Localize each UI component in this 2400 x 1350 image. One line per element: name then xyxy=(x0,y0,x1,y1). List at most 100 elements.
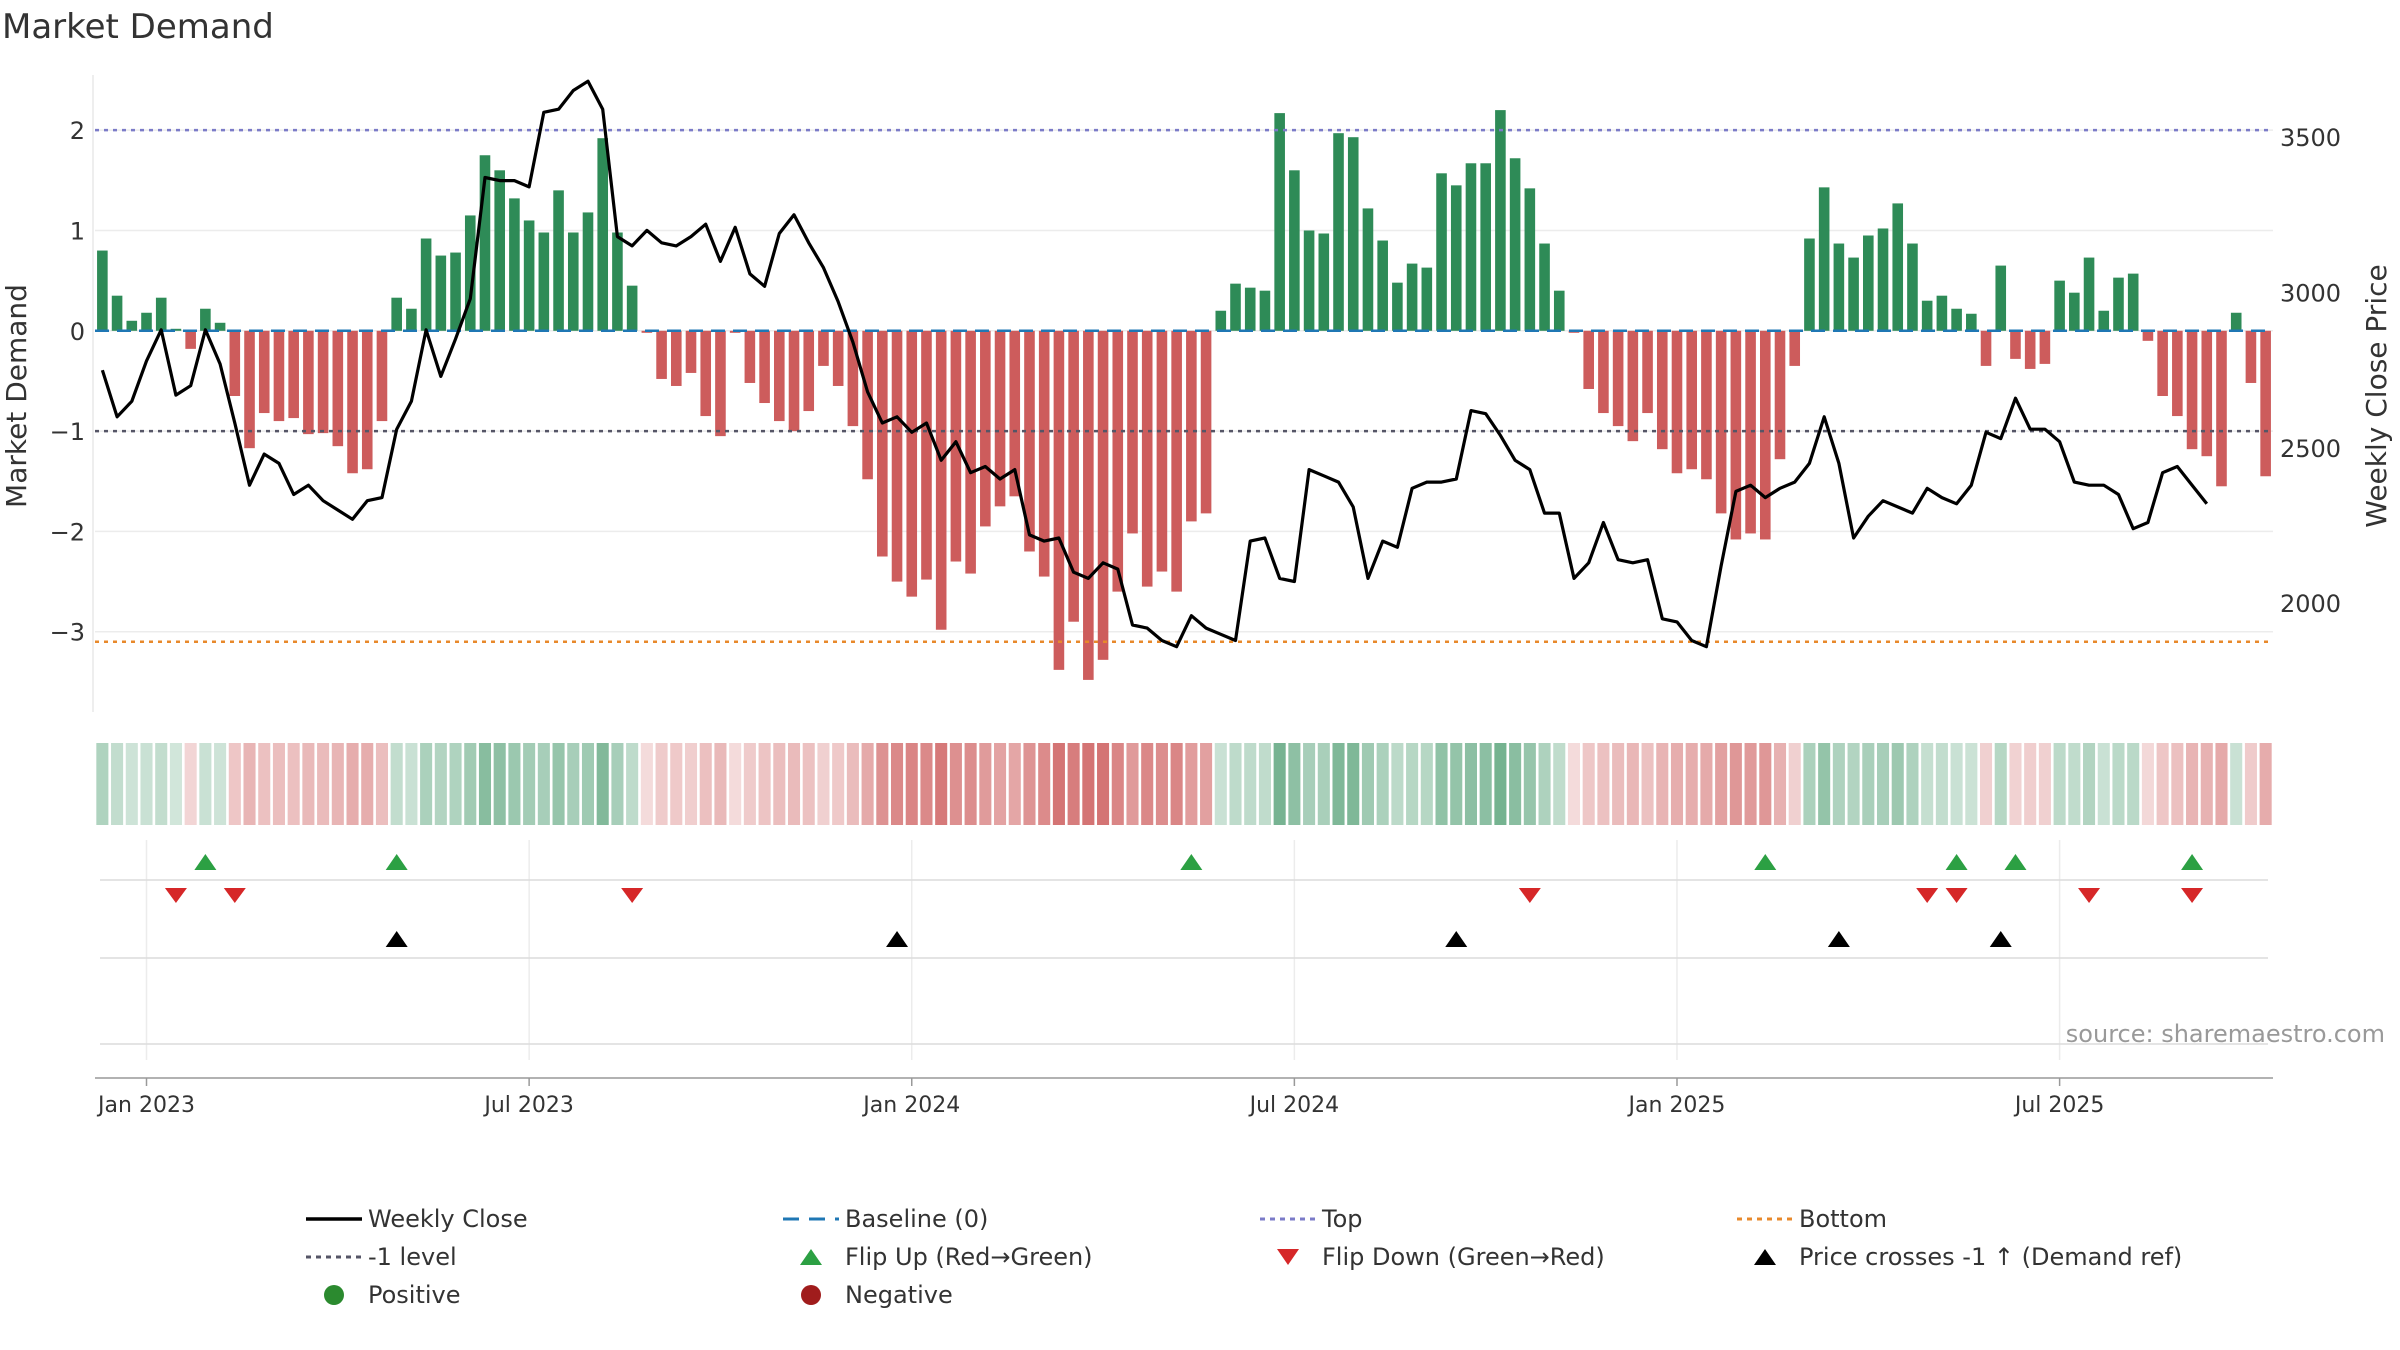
strip-cell xyxy=(2053,743,2066,825)
strip-cell xyxy=(1479,743,1492,825)
legend-label: -1 level xyxy=(368,1243,457,1271)
demand-bar xyxy=(656,330,667,379)
demand-bar xyxy=(921,330,932,580)
demand-bar xyxy=(347,330,358,474)
demand-bar xyxy=(950,330,962,562)
strip-cell xyxy=(1965,743,1978,825)
demand-bar xyxy=(862,330,873,480)
strip-cell xyxy=(2259,743,2272,825)
demand-bar xyxy=(317,330,329,434)
demand-bar xyxy=(2260,330,2271,477)
strip-cell xyxy=(640,743,653,825)
demand-bar xyxy=(1656,330,1668,450)
strip-cell xyxy=(758,743,771,825)
demand-bar xyxy=(597,138,609,331)
demand-bar xyxy=(170,328,182,331)
flip-up-marker xyxy=(385,854,408,870)
flip-down-marker xyxy=(1518,888,1541,903)
strip-cell xyxy=(1111,743,1124,825)
demand-bar xyxy=(1686,330,1698,470)
strip-cell xyxy=(1862,743,1875,825)
demand-bar xyxy=(1377,240,1388,331)
x-tick-label: Jan 2024 xyxy=(861,1093,960,1118)
demand-bar xyxy=(2083,257,2095,331)
strip-cell xyxy=(2083,743,2096,825)
demand-bar xyxy=(980,330,991,527)
strip-cell xyxy=(1052,743,1065,825)
strip-cell xyxy=(2244,743,2257,825)
demand-bar xyxy=(2186,330,2198,450)
demand-bar xyxy=(1509,158,1521,331)
demand-bar xyxy=(935,330,947,630)
demand-bar xyxy=(774,330,785,422)
strip-cell xyxy=(2141,743,2154,825)
demand-bar xyxy=(1818,187,1830,331)
demand-bar xyxy=(2230,312,2242,331)
strip-cell xyxy=(1244,743,1257,825)
strip-cell xyxy=(1420,743,1433,825)
demand-bar xyxy=(1745,330,1756,534)
demand-bar xyxy=(2157,330,2168,397)
demand-bar xyxy=(97,250,108,331)
demand-bar xyxy=(2172,330,2183,417)
demand-bar xyxy=(1436,173,1447,331)
demand-bar xyxy=(376,330,388,422)
demand-bar xyxy=(273,330,285,422)
demand-bar xyxy=(1392,282,1403,331)
heatmap-strip xyxy=(96,743,2272,825)
legend-label: Price crosses -1 ↑ (Demand ref) xyxy=(1799,1243,2183,1271)
flip-down-marker xyxy=(2181,888,2204,903)
strip-cell xyxy=(1450,743,1463,825)
reference-levels xyxy=(95,128,2273,644)
x-tick-label: Jan 2025 xyxy=(1627,1093,1726,1118)
strip-cell xyxy=(1921,743,1934,825)
legend-label: Bottom xyxy=(1799,1205,1888,1233)
signal-markers xyxy=(100,854,2268,1045)
demand-bar xyxy=(1980,330,1992,366)
demand-bar xyxy=(877,330,888,557)
demand-bar xyxy=(788,330,800,432)
x-tick-label: Jul 2025 xyxy=(2013,1093,2105,1118)
strip-cell xyxy=(214,743,227,825)
strip-cell xyxy=(258,743,271,825)
strip-cell xyxy=(302,743,315,825)
triangle-down-red-icon xyxy=(1254,1243,1322,1271)
flip-up-marker xyxy=(1754,854,1777,870)
demand-bar xyxy=(582,212,594,331)
strip-cell xyxy=(2230,743,2243,825)
legend-label: Positive xyxy=(368,1281,461,1309)
strip-cell xyxy=(567,743,580,825)
strip-cell xyxy=(449,743,462,825)
demand-bar xyxy=(1995,265,2007,331)
price-cross-marker xyxy=(385,931,408,947)
dotted-line-purple-icon xyxy=(1254,1205,1322,1233)
strip-cell xyxy=(1523,743,1536,825)
strip-cell xyxy=(1950,743,1963,825)
strip-cell xyxy=(1126,743,1139,825)
demand-bar xyxy=(626,285,638,331)
legend-label: Baseline (0) xyxy=(845,1205,989,1233)
legend-item: Top xyxy=(1254,1205,1363,1233)
strip-cell xyxy=(2156,743,2169,825)
x-tick-label: Jan 2023 xyxy=(96,1093,195,1118)
demand-bar xyxy=(2069,292,2080,331)
strip-cell xyxy=(508,743,521,825)
strip-cell xyxy=(434,743,447,825)
demand-bar xyxy=(1450,185,1462,331)
strip-cell xyxy=(405,743,418,825)
demand-bar xyxy=(1230,283,1241,331)
strip-cell xyxy=(832,743,845,825)
demand-bar xyxy=(1465,163,1477,331)
strip-cell xyxy=(346,743,359,825)
flip-down-marker xyxy=(2078,888,2101,903)
strip-cell xyxy=(1361,743,1374,825)
demand-bar xyxy=(1156,330,1168,572)
strip-cell xyxy=(684,743,698,825)
strip-cell xyxy=(2112,743,2125,825)
strip-cell xyxy=(1509,743,1522,825)
demand-bar xyxy=(1141,330,1153,587)
demand-bar xyxy=(1421,267,1433,331)
source-credit: source: sharemaestro.com xyxy=(2066,1020,2385,1048)
demand-bar xyxy=(1215,310,1227,331)
